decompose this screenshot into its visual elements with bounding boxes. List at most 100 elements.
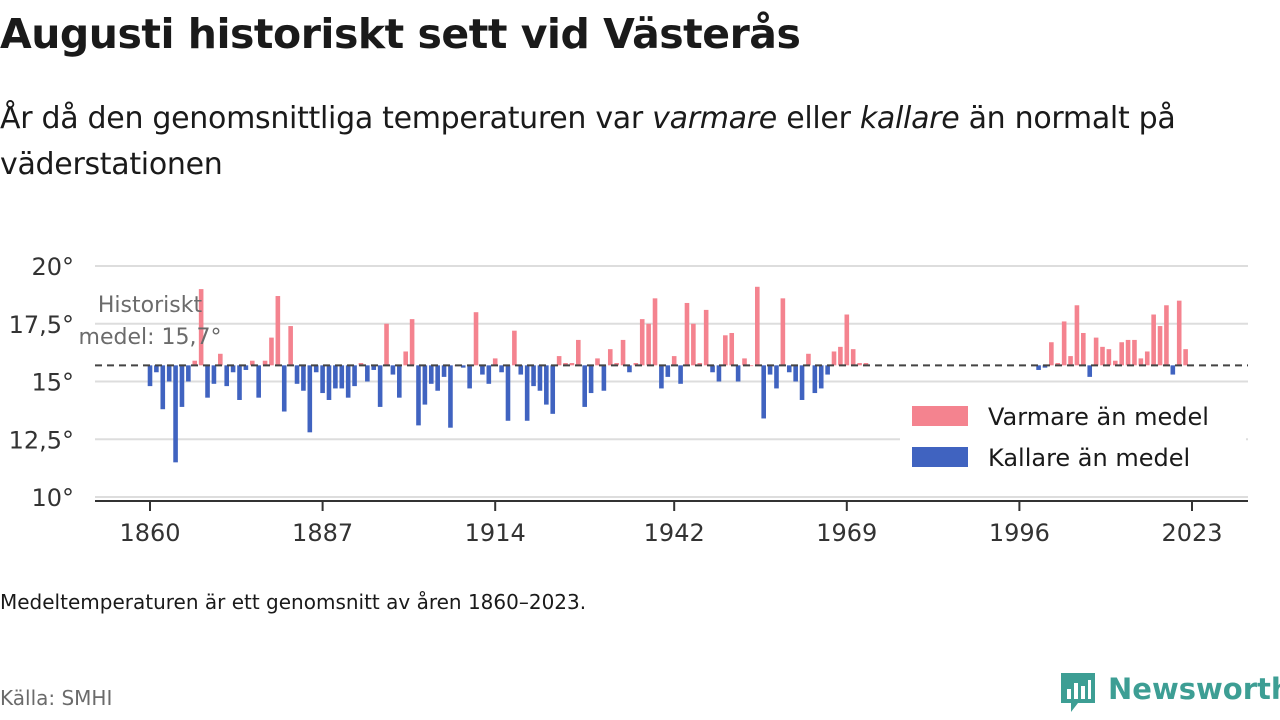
bar-cold <box>211 365 217 384</box>
bar-cold <box>735 365 741 382</box>
bar-cold <box>480 365 485 375</box>
bar-cold <box>460 365 466 368</box>
bar-warm <box>646 323 651 366</box>
bar-cold <box>345 365 351 398</box>
bar-warm <box>1176 300 1182 366</box>
bar-cold <box>435 365 440 391</box>
newsworthy-logo-icon <box>1061 673 1095 712</box>
bar-cold <box>243 365 249 370</box>
bar-warm <box>198 289 204 366</box>
bar-cold <box>767 365 773 375</box>
bar-cold <box>428 365 434 384</box>
bar-cold <box>505 365 511 421</box>
bar-warm <box>633 363 639 366</box>
x-tick-label: 1914 <box>465 519 526 547</box>
bar-cold <box>550 365 556 414</box>
bar-warm <box>723 335 728 366</box>
bar-warm <box>614 363 619 366</box>
bar-cold <box>166 365 172 382</box>
bar-cold <box>377 365 383 407</box>
bar-cold <box>256 365 261 398</box>
bar-warm <box>1100 346 1105 366</box>
chart-title: Augusti historiskt sett vid Västerås <box>0 10 801 58</box>
bar-warm <box>1074 305 1080 366</box>
bar-warm <box>620 339 626 366</box>
bar-warm <box>595 358 600 366</box>
bar-warm <box>671 356 677 366</box>
bar-cold <box>281 365 287 412</box>
bar-warm <box>192 360 198 366</box>
bar-warm <box>1164 305 1169 366</box>
y-tick-label: 10° <box>31 484 74 512</box>
bar-warm <box>652 298 658 366</box>
bar-warm <box>492 358 498 366</box>
bar-warm <box>249 360 255 366</box>
bar-cold <box>390 365 396 375</box>
bar-warm <box>703 309 709 366</box>
bar-cold <box>825 365 830 375</box>
bar-warm <box>639 319 645 366</box>
bar-warm <box>857 363 862 366</box>
bar-cold <box>160 365 166 410</box>
legend-label-warm: Varmare än medel <box>988 403 1209 431</box>
bar-cold <box>486 365 492 384</box>
bar-warm <box>1068 356 1073 366</box>
bar-warm <box>403 351 408 366</box>
bar-warm <box>409 319 415 366</box>
source-text: Källa: SMHI <box>0 686 113 710</box>
bar-warm <box>742 358 747 366</box>
bar-warm <box>1157 326 1163 366</box>
bar-warm <box>262 360 268 366</box>
subtitle-cold-word: kallare <box>859 101 960 136</box>
bar-warm <box>1119 342 1124 366</box>
bar-cold <box>448 365 453 428</box>
subtitle-text: än normalt på väderstationen <box>0 101 1176 182</box>
bar-cold <box>716 365 722 382</box>
bar-warm <box>607 349 613 366</box>
bar-warm <box>269 337 274 366</box>
baseline-label-line: Historiskt <box>98 293 203 318</box>
bar-cold <box>761 365 766 419</box>
bar-cold <box>147 365 153 387</box>
bars <box>147 286 1188 463</box>
bar-cold <box>659 365 664 389</box>
bar-cold <box>678 365 683 384</box>
bar-warm <box>473 312 479 366</box>
bar-cold <box>422 365 428 405</box>
bar-cold <box>154 365 159 373</box>
bar-warm <box>844 314 850 366</box>
bar-warm <box>384 323 389 366</box>
bar-cold <box>627 365 632 373</box>
bar-warm <box>1061 321 1067 366</box>
bar-cold <box>365 365 370 382</box>
bar-cold <box>1042 365 1048 368</box>
x-tick-label: 2023 <box>1161 519 1222 547</box>
bar-warm <box>1106 349 1112 366</box>
bar-cold <box>582 365 587 407</box>
bar-cold <box>352 365 357 387</box>
legend-swatch-warm <box>912 406 968 426</box>
bar-warm <box>691 323 696 366</box>
bar-warm <box>1138 358 1144 366</box>
x-tick-label: 1860 <box>119 519 180 547</box>
bar-cold <box>710 365 715 373</box>
bar-cold <box>371 365 377 370</box>
legend: Varmare än medel Kallare än medel <box>900 396 1246 480</box>
bar-cold <box>224 365 230 387</box>
bar-warm <box>1125 339 1131 366</box>
bar-cold <box>186 365 191 382</box>
bar-warm <box>806 353 811 366</box>
bar-cold <box>441 365 447 377</box>
bar-cold <box>173 365 178 463</box>
bar-cold <box>665 365 671 377</box>
bar-warm <box>684 302 690 366</box>
bar-cold <box>812 365 818 394</box>
bar-warm <box>755 286 760 366</box>
bar-cold <box>339 365 345 389</box>
x-tick-label: 1887 <box>292 519 353 547</box>
bar-cold <box>467 365 472 389</box>
y-tick-label: 17,5° <box>9 311 74 339</box>
bar-warm <box>1049 342 1054 366</box>
bar-cold <box>1036 365 1041 370</box>
bar-warm <box>748 365 754 367</box>
